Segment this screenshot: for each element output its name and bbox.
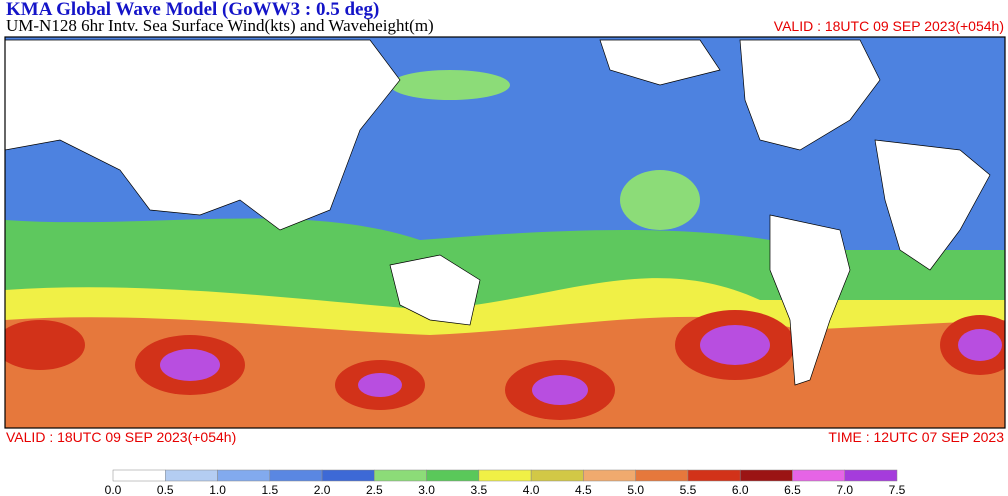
footer-valid: VALID : 18UTC 09 SEP 2023(+054h) [6,429,236,445]
colorbar-label: 2.5 [366,483,383,496]
colorbar-label: 6.0 [732,483,749,496]
colorbar-label: 0.0 [105,483,122,496]
colorbar-swatch [687,469,741,482]
colorbar-label: 3.5 [471,483,488,496]
colorbar-swatch [269,469,323,482]
colorbar-swatch [739,469,793,482]
colorbar-label: 5.0 [627,483,644,496]
colorbar-label: 4.0 [523,483,540,496]
colorbar-label: 5.5 [680,483,697,496]
colorbar-label: 0.5 [157,483,174,496]
colorbar-label: 7.0 [836,483,853,496]
colorbar-label: 6.5 [784,483,801,496]
colorbar-swatch [321,469,375,482]
wave-field [5,37,1005,428]
colorbar-label: 7.5 [889,483,906,496]
colorbar-swatch [426,469,480,482]
colorbar-swatch [792,469,845,482]
colorbar-swatch [112,469,166,482]
title: KMA Global Wave Model (GoWW3 : 0.5 deg) [6,0,379,20]
subtitle: UM-N128 6hr Intv. Sea Surface Wind(kts) … [6,16,434,35]
colorbar-swatch [635,469,689,482]
colorbar-label: 1.5 [261,483,278,496]
colorbar-swatch [165,469,218,482]
colorbar-label: 2.0 [314,483,331,496]
colorbar-swatch [530,469,584,482]
colorbar-swatch [374,469,427,482]
colorbar-swatch [583,469,636,482]
colorbar: 0.0 0.5 1.0 1.5 2.0 2.5 3.0 3.5 4.0 4.5 5.0 5.5 6.0 6… [105,469,906,496]
colorbar-swatch [217,469,271,482]
colorbar-label: 3.0 [418,483,435,496]
colorbar-swatch [478,469,532,482]
colorbar-swatch [844,469,898,482]
colorbar-label: 4.5 [575,483,592,496]
footer-time: TIME : 12UTC 07 SEP 2023 [828,429,1004,445]
map-frame [4,36,1006,429]
valid-time: VALID : 18UTC 09 SEP 2023(+054h) [774,18,1004,34]
colorbar-label: 1.0 [209,483,226,496]
